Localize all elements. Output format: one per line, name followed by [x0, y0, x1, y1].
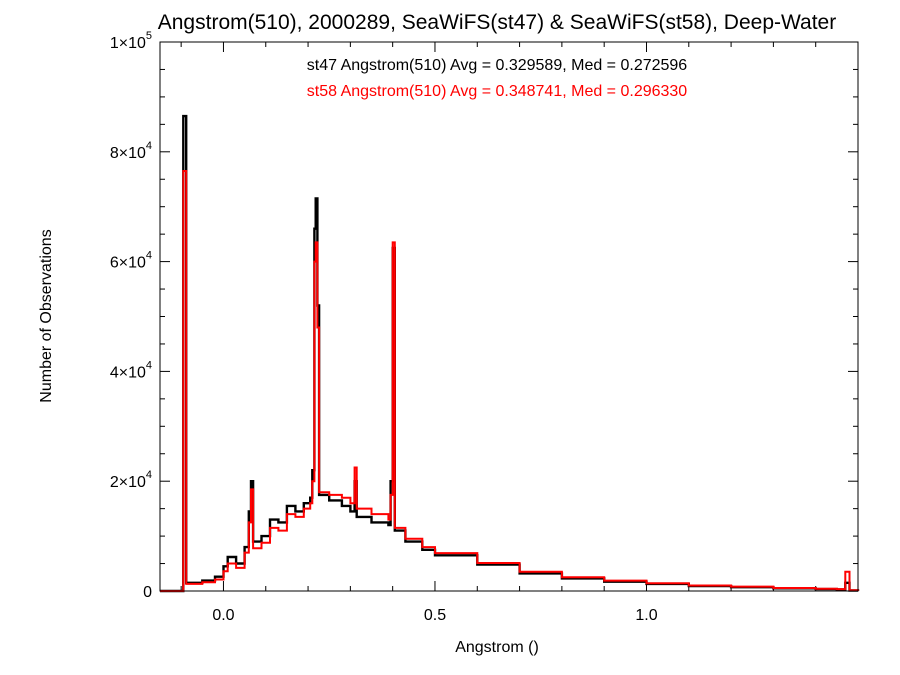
annotation-st58: st58 Angstrom(510) Avg = 0.348741, Med =…: [307, 83, 688, 100]
y-tick-mantissa: 6×10: [110, 255, 146, 272]
y-tick-mantissa: 2×10: [110, 474, 146, 491]
y-tick-label: 2×104: [110, 469, 152, 491]
chart-title: Angstrom(510), 2000289, SeaWiFS(st47) & …: [158, 11, 836, 34]
y-tick-label: 0: [143, 584, 152, 601]
plot-frame: [159, 41, 859, 592]
axis-ticks: [160, 41, 858, 592]
x-tick-label: 0.0: [212, 607, 234, 624]
y-tick-label: 8×104: [110, 140, 152, 162]
y-tick-mantissa: 4×10: [110, 364, 146, 381]
y-tick-mantissa: 1×10: [110, 35, 146, 52]
y-tick-mantissa: 8×10: [110, 145, 146, 162]
x-tick-label: 1.0: [635, 607, 657, 624]
y-tick-exponent: 5: [146, 30, 152, 42]
annotation-st47: st47 Angstrom(510) Avg = 0.329589, Med =…: [307, 57, 688, 74]
series-layer: [160, 114, 860, 593]
y-tick-exponent: 4: [146, 140, 152, 152]
y-tick-mantissa: 0: [143, 584, 152, 601]
y-tick-label: 4×104: [110, 359, 152, 381]
x-tick-label: 0.5: [424, 607, 446, 624]
x-axis-label: Angstrom (): [455, 639, 539, 656]
y-tick-label: 1×105: [110, 30, 152, 52]
y-tick-exponent: 4: [146, 469, 152, 481]
y-tick-exponent: 4: [146, 359, 152, 371]
y-tick-label: 6×104: [110, 250, 152, 272]
series-st47-line: [160, 114, 860, 593]
y-axis-label: Number of Observations: [38, 229, 55, 402]
y-tick-exponent: 4: [146, 250, 152, 262]
series-st58-line: [160, 170, 859, 592]
